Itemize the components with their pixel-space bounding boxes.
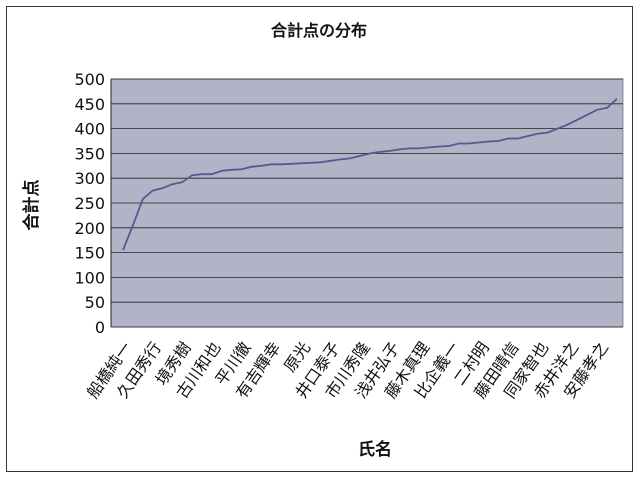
series xyxy=(122,98,618,251)
x-axis: 船橋純一久田秀行境秀樹古川和也平川徹有吉輝幸原光井口泰子市川秀隆浅井弘子藤木真理… xyxy=(83,338,612,401)
y-tick-label: 450 xyxy=(74,95,105,114)
y-tick-label: 400 xyxy=(74,120,105,139)
y-tick-label: 100 xyxy=(74,268,105,287)
y-axis-label: 合計点 xyxy=(21,180,42,231)
chart: 合計点の分布 0 50 100 150 200 250 300 350 400 450 500 船橋… xyxy=(21,21,624,460)
chart-title: 合計点の分布 xyxy=(271,21,367,40)
y-tick-label: 0 xyxy=(95,318,105,337)
chart-frame: 合計点の分布 0 50 100 150 200 250 300 350 400 450 500 船橋… xyxy=(6,6,633,472)
gridlines xyxy=(111,78,623,328)
y-tick-label: 300 xyxy=(74,169,105,188)
y-tick-label: 50 xyxy=(85,293,105,312)
y-axis: 0 50 100 150 200 250 300 350 400 450 500 xyxy=(74,70,112,337)
y-tick-label: 200 xyxy=(74,219,105,238)
y-tick-label: 150 xyxy=(74,244,105,263)
x-axis-label: 氏名 xyxy=(358,439,392,460)
y-tick-label: 500 xyxy=(74,70,105,89)
series-line xyxy=(122,98,618,251)
y-tick-label: 350 xyxy=(74,144,105,163)
y-tick-label: 250 xyxy=(74,194,105,213)
